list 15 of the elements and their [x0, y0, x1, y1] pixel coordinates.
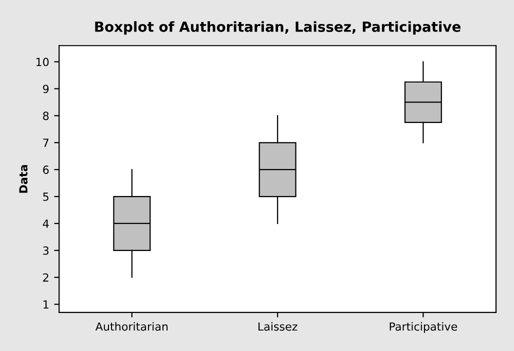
- y-axis-title: Data: [19, 165, 28, 193]
- y-tick-label: 3: [43, 246, 48, 255]
- y-tick-label: 10: [36, 58, 49, 66]
- y-tick-label: 4: [42, 220, 49, 228]
- x-tick-label: Laissez: [258, 322, 298, 331]
- x-tick-label: Authoritarian: [95, 322, 168, 331]
- y-tick-label: 7: [43, 138, 48, 147]
- y-tick-label: 9: [43, 84, 49, 94]
- x-tick-label: Participative: [390, 322, 458, 333]
- chart-title: Boxplot of Authoritarian, Laissez, Participative: [95, 21, 461, 35]
- y-tick-label: 5: [43, 192, 48, 201]
- y-tick-label: 8: [43, 112, 49, 120]
- y-tick-label: 2: [43, 273, 48, 282]
- y-tick-label: 1: [44, 300, 48, 309]
- y-tick-label: 6: [43, 166, 49, 174]
